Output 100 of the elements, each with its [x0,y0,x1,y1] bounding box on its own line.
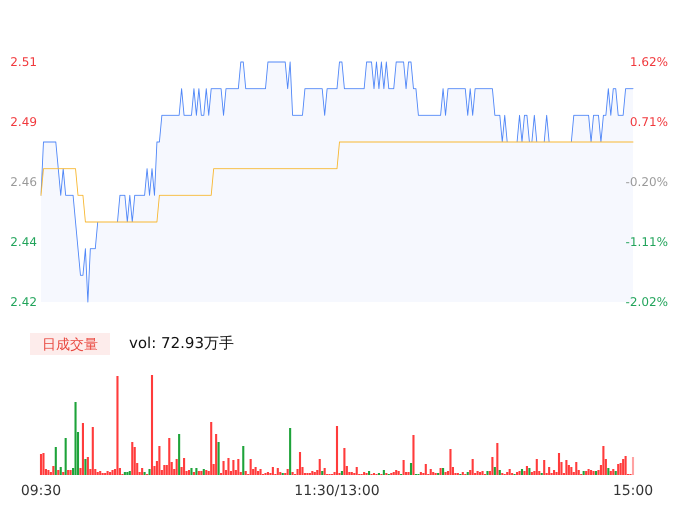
bar [266,472,269,475]
bar [432,472,434,475]
bar [442,468,444,475]
bar [82,423,84,475]
bar [67,470,70,475]
bar [158,446,160,475]
bar [86,457,89,475]
bar [444,472,447,475]
bar [392,472,395,475]
bar [314,472,316,475]
bar [382,470,385,475]
bar [624,456,627,475]
bar [52,466,54,475]
bar [150,375,154,475]
bar [60,467,62,475]
y-tick-label: 2.46 [10,175,37,189]
bar [259,469,262,475]
bar [343,448,346,475]
bar [276,468,279,475]
bar [215,434,218,475]
bar [407,472,410,475]
bar [47,470,50,475]
y2-tick-label: 1.62% [630,55,668,69]
bar [476,471,479,475]
bar [565,460,568,475]
bar [144,472,146,475]
bar [520,469,524,475]
bar [190,468,193,475]
bar [607,468,610,475]
bar [590,470,592,475]
bar [321,471,324,475]
bar [106,471,109,475]
bar [430,469,432,475]
bar [74,402,77,475]
bar [398,471,400,475]
bar [254,467,257,475]
bar [183,458,186,475]
bar [472,459,474,475]
bar [286,469,289,475]
bar [124,472,126,475]
bar [350,472,353,475]
bar [318,459,321,475]
bar [410,463,412,475]
bar [548,467,550,475]
bar [244,471,247,475]
bar [64,438,67,475]
bar [257,471,260,475]
bar [195,468,198,475]
bar [289,428,292,475]
bar [242,446,244,475]
bar [508,469,511,475]
bar [176,459,178,475]
bar [205,470,208,475]
bar [336,426,338,475]
bar [128,471,131,475]
bar [163,465,166,475]
y2-tick-label: 0.71% [630,115,668,129]
bar [516,472,518,475]
bar [168,438,170,475]
bar [486,471,489,475]
bar [588,469,590,475]
bar [202,469,205,475]
bar [462,472,464,475]
bar [536,459,538,475]
bar [602,446,604,475]
bar [496,443,498,475]
text: vol: 72.93万手 [129,334,234,352]
bar [227,458,230,475]
x-tick-label: 11:30/13:00 [294,483,380,499]
y-tick-label: 2.42 [10,295,37,309]
bar [582,471,585,475]
bar [324,468,326,475]
chart-title: 日成交量 [42,337,98,353]
bar [612,469,614,475]
bar [188,470,190,475]
y-tick-label: 2.44 [10,235,37,249]
bar [424,464,427,475]
bar [148,469,151,475]
bar [449,449,452,475]
bar [96,472,99,475]
bar [222,461,225,475]
bar [198,471,200,475]
bar [70,470,72,475]
bar [592,471,595,475]
bar [292,472,294,475]
bar [528,468,530,475]
bar [368,471,370,475]
bar [84,459,86,475]
bar [237,459,240,475]
bar [585,471,588,475]
bar [141,468,144,475]
bar [272,467,274,475]
bar [40,454,42,475]
bar [111,470,114,475]
bar [570,467,572,475]
bar [518,471,521,475]
bar [363,472,366,475]
bar [622,459,624,475]
x-tick-label: 15:00 [612,483,654,499]
bar [614,471,617,475]
